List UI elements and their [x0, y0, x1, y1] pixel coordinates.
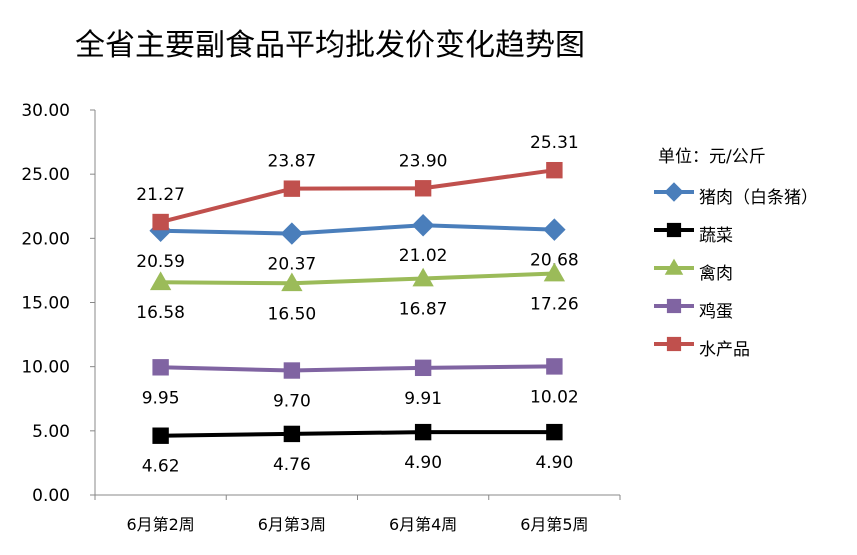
legend-item: 蔬菜 — [652, 216, 852, 254]
data-point — [152, 213, 169, 231]
data-label: 4.76 — [273, 455, 311, 475]
data-point — [543, 262, 566, 282]
legend-marker — [664, 258, 684, 275]
data-label: 20.68 — [530, 251, 579, 271]
data-point — [283, 362, 301, 379]
data-point — [152, 359, 169, 376]
legend-label: 蔬菜 — [699, 226, 733, 246]
y-tick-label: 20.00 — [21, 229, 70, 249]
legend-item: 鸡蛋 — [652, 292, 852, 330]
legend: 猪肉（白条猪） 蔬菜禽肉鸡蛋水产品 — [652, 178, 852, 368]
data-label: 4.90 — [535, 453, 573, 473]
legend-marker — [666, 336, 682, 352]
legend-swatch — [654, 258, 694, 275]
unit-label: 单位：元/公斤 — [658, 147, 766, 167]
data-point — [546, 423, 563, 441]
x-tick-label: 6月第4周 — [389, 515, 457, 534]
legend-swatch — [654, 336, 694, 352]
data-label: 23.90 — [399, 151, 448, 171]
data-label: 23.87 — [268, 152, 317, 172]
data-label: 9.70 — [273, 392, 311, 412]
data-point — [149, 271, 172, 291]
data-label: 4.62 — [142, 457, 180, 477]
x-tick-label: 6月第5周 — [520, 515, 588, 534]
series-line-1 — [160, 430, 555, 438]
data-point — [283, 180, 301, 197]
legend-label: 禽肉 — [699, 264, 733, 284]
data-point — [546, 358, 563, 375]
x-tick-label: 6月第2周 — [126, 515, 194, 534]
data-label: 4.90 — [404, 453, 442, 473]
legend-marker — [666, 298, 682, 314]
data-point — [414, 359, 432, 377]
data-point — [152, 427, 169, 444]
data-point — [543, 218, 566, 241]
data-point — [414, 180, 432, 197]
legend-item: 禽肉 — [652, 254, 852, 292]
data-point — [411, 214, 435, 237]
data-label: 21.27 — [136, 185, 185, 205]
data-label: 21.02 — [399, 246, 448, 266]
series-line-3 — [160, 364, 555, 373]
data-label: 9.95 — [142, 388, 180, 408]
y-tick-label: 25.00 — [21, 165, 70, 185]
legend-marker — [666, 222, 682, 238]
data-point — [280, 222, 304, 245]
legend-label: 鸡蛋 — [699, 302, 733, 322]
data-label: 16.50 — [268, 304, 317, 324]
data-point — [281, 272, 303, 292]
series-line-4 — [160, 168, 555, 224]
data-label: 25.31 — [530, 133, 579, 153]
data-label: 20.59 — [136, 252, 185, 272]
legend-label: 水产品 — [699, 340, 750, 360]
legend-swatch — [654, 182, 694, 202]
chart-title: 全省主要副食品平均批发价变化趋势图 — [75, 28, 585, 63]
data-label: 20.37 — [268, 255, 317, 275]
series-line-2 — [160, 271, 555, 286]
y-tick-label: 15.00 — [21, 294, 70, 314]
legend-item: 水产品 — [652, 330, 852, 368]
x-tick-label: 6月第3周 — [258, 515, 326, 534]
y-tick-label: 10.00 — [21, 358, 70, 378]
y-tick-label: 30.00 — [21, 101, 70, 121]
data-label: 10.02 — [530, 387, 579, 407]
data-label: 9.91 — [404, 389, 442, 409]
legend-item: 猪肉（白条猪） — [652, 178, 852, 216]
data-label: 16.87 — [399, 300, 448, 320]
legend-label: 猪肉（白条猪） — [699, 188, 818, 208]
legend-swatch — [654, 298, 694, 314]
legend-swatch — [654, 222, 694, 238]
data-label: 17.26 — [530, 294, 579, 314]
legend-marker — [664, 182, 684, 202]
y-tick-label: 0.00 — [32, 486, 70, 506]
data-point — [546, 161, 563, 179]
y-tick-label: 5.00 — [32, 422, 70, 442]
data-label: 16.58 — [136, 303, 185, 323]
data-point — [283, 425, 301, 443]
series-line-0 — [160, 223, 555, 236]
data-point — [412, 267, 434, 287]
data-point — [414, 423, 432, 441]
